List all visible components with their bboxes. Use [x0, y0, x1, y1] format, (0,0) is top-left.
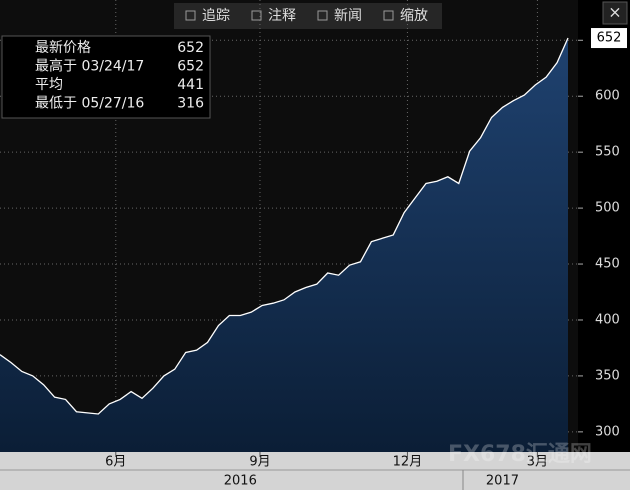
y-tick-label: 500 [595, 201, 620, 216]
watermark: FX678汇通网 [448, 442, 592, 467]
legend-value: 652 [177, 59, 204, 75]
x-tick-label: 9月 [249, 455, 270, 470]
y-axis-band [578, 0, 630, 452]
x-axis-band [0, 452, 630, 490]
y-tick-label: 400 [595, 312, 620, 327]
x-tick-label: 12月 [393, 455, 423, 470]
y-tick-label: 450 [595, 257, 620, 272]
toolbar-button[interactable]: 新闻 [334, 8, 362, 24]
toolbar-button[interactable]: 注释 [268, 8, 296, 24]
toolbar-button-icon [383, 10, 394, 21]
y-tick-label: 550 [595, 145, 620, 160]
area [0, 38, 568, 452]
legend-box [1, 35, 211, 119]
y-tick-label: 300 [595, 424, 620, 439]
toolbar-button-icon [317, 10, 328, 21]
legend-value: 441 [177, 77, 204, 93]
toolbar-button-icon [251, 10, 262, 21]
y-tick-label: 350 [595, 368, 620, 383]
toolbar-button[interactable]: 追踪 [202, 8, 230, 24]
last-value-tag [591, 28, 627, 49]
close-button[interactable] [602, 1, 628, 25]
legend-label: 最新价格 [35, 40, 91, 56]
legend-label: 最低于 05/27/16 [35, 96, 144, 112]
legend-label: 最高于 03/24/17 [35, 58, 144, 75]
legend-value: 316 [177, 96, 204, 112]
toolbar [174, 3, 442, 29]
year-label: 2017 [486, 474, 519, 489]
toolbar-button[interactable]: 缩放 [400, 8, 428, 24]
last-value-label: 652 [597, 31, 622, 46]
line [0, 37, 569, 415]
x-tick-label: 3月 [527, 455, 548, 470]
legend-value: 652 [177, 40, 204, 56]
legend-label: 平均 [35, 77, 63, 93]
x-tick-label: 6月 [105, 455, 126, 470]
toolbar-button-icon [185, 10, 196, 21]
year-label: 2016 [224, 474, 257, 489]
close-icon: × [608, 3, 621, 22]
y-tick-label: 600 [595, 89, 620, 104]
